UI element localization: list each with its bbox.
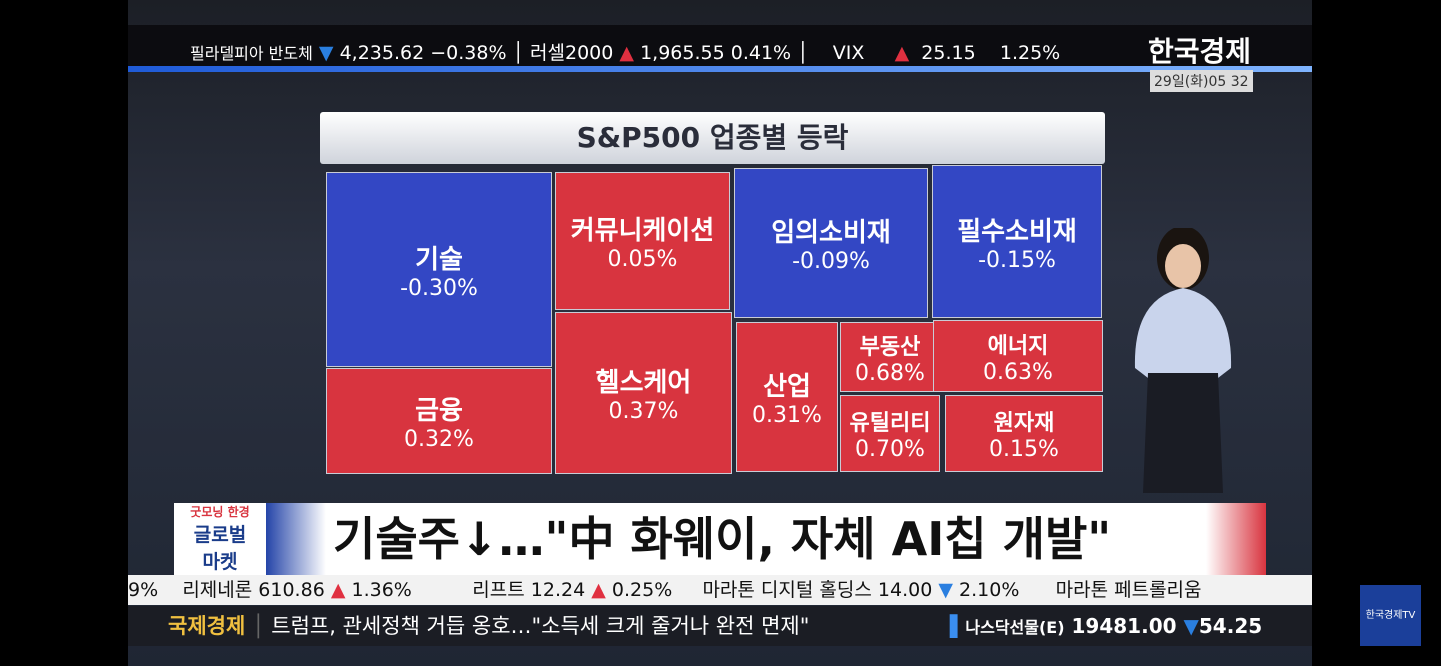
tile-value: 0.15% xyxy=(989,437,1059,462)
tile-label: 산업 xyxy=(763,372,811,402)
tile-label: 부동산 xyxy=(859,334,921,360)
tile: 기술 -0.30% xyxy=(326,172,552,367)
ticker-name: 마라톤 디지털 홀딩스 xyxy=(702,579,872,601)
tile: 임의소비재 -0.09% xyxy=(734,168,928,318)
tile-label: 필수소비재 xyxy=(957,216,1077,247)
tile-label: 헬스케어 xyxy=(595,368,692,398)
tile-value: 0.63% xyxy=(983,359,1053,385)
ticker-change: 0.25% xyxy=(611,579,673,601)
program-logo-text: 굿모닝 한경 xyxy=(190,505,250,519)
ticker-change: 1.25% xyxy=(999,42,1061,64)
tile-label: 커뮤니케이션 xyxy=(570,216,715,246)
top-ticker: 필라델피아 반도체 ▼ 4,235.62 −0.38% │ 러셀2000 ▲ 1… xyxy=(190,42,1061,64)
ticker-name: 리프트 xyxy=(472,579,525,601)
tile: 원자재 0.15% xyxy=(945,395,1103,472)
futures-name: 나스닥선물(E) xyxy=(965,618,1065,637)
corner-logo: 한국경제TV xyxy=(1360,585,1421,646)
tile-label: 원자재 xyxy=(993,411,1055,436)
ticker-name: 리제네론 xyxy=(182,579,253,601)
ticker-name: 필라델피아 반도체 xyxy=(190,44,313,63)
ticker-value: 14.00 xyxy=(877,579,933,601)
headline-bar xyxy=(266,503,1266,575)
treemap-title: S&P500 업종별 등락 xyxy=(320,112,1105,164)
program-logo: 굿모닝 한경 글로벌 마켓 xyxy=(174,503,266,575)
video-frame: 필라델피아 반도체 ▼ 4,235.62 −0.38% │ 러셀2000 ▲ 1… xyxy=(128,0,1312,666)
tile-value: -0.15% xyxy=(978,247,1056,273)
top-ticker-bar xyxy=(128,25,1312,67)
timestamp: 29일(화)05 32 xyxy=(1150,70,1253,92)
tile-label: 임의소비재 xyxy=(771,218,891,248)
ticker-text: 9% xyxy=(128,579,159,601)
stock-ticker: 9% 리제네론 610.86 ▲ 1.36% 리프트 12.24 ▲ 0.25%… xyxy=(128,575,1312,605)
presenter xyxy=(1134,228,1232,493)
section: 국제경제 xyxy=(168,614,246,638)
ticker-change: 0.41% xyxy=(730,42,792,64)
tile: 에너지 0.63% xyxy=(933,320,1103,392)
channel-logo: 한국경제 xyxy=(1148,35,1252,68)
ticker-change: −0.38% xyxy=(430,42,507,64)
tile-label: 금융 xyxy=(415,396,463,426)
tile: 커뮤니케이션 0.05% xyxy=(555,172,730,310)
tile-value: -0.30% xyxy=(400,275,478,301)
tile: 필수소비재 -0.15% xyxy=(932,165,1102,318)
tile-value: 0.05% xyxy=(607,247,678,272)
program-logo-text: 마켓 xyxy=(202,551,238,573)
tile-value: -0.09% xyxy=(792,249,870,274)
ticker-value: 4,235.62 xyxy=(339,42,425,64)
tile: 유틸리티 0.70% xyxy=(840,395,940,472)
ticker-name: VIX xyxy=(832,42,865,64)
futures: ▌나스닥선물(E) 19481.00 ▼54.25 xyxy=(950,614,1263,638)
ticker-value: 25.15 xyxy=(921,42,976,64)
program-logo-text: 글로벌 xyxy=(193,524,247,546)
tile-label: 유틸리티 xyxy=(849,411,931,436)
ticker-change: 2.10% xyxy=(959,579,1020,601)
tile: 헬스케어 0.37% xyxy=(555,312,732,474)
ticker-value: 610.86 xyxy=(258,579,325,601)
ticker-value: 12.24 xyxy=(530,579,586,601)
ticker-name: 러셀2000 xyxy=(530,42,614,64)
tile-value: 0.70% xyxy=(855,437,925,462)
ticker-change: 1.36% xyxy=(351,579,412,601)
tile-label: 기술 xyxy=(415,244,463,275)
tile-value: 0.37% xyxy=(608,399,679,424)
bottom-bar: 국제경제 │ 트럼프, 관세정책 거듭 옹호…"소득세 크게 줄거나 완전 면제… xyxy=(128,606,1312,646)
tile-value: 0.31% xyxy=(752,403,822,428)
headline: 기술주↓…"中 화웨이, 자체 AI칩 개발" xyxy=(333,512,1112,566)
ticker-value: 1,965.55 xyxy=(640,42,725,64)
news: 트럼프, 관세정책 거듭 옹호…"소득세 크게 줄거나 완전 면제" xyxy=(271,614,810,638)
tile-value: 0.32% xyxy=(404,427,474,452)
tile: 산업 0.31% xyxy=(736,322,838,472)
accent xyxy=(128,66,1312,72)
tile-value: 0.68% xyxy=(855,360,925,386)
ticker-name: 마라톤 페트롤리움 xyxy=(1055,579,1202,601)
futures-value: 19481.00 xyxy=(1071,614,1177,638)
tile: 부동산 0.68% xyxy=(840,322,940,392)
tile: 금융 0.32% xyxy=(326,368,552,474)
tile-label: 에너지 xyxy=(987,333,1049,359)
futures-change: 54.25 xyxy=(1198,614,1263,638)
